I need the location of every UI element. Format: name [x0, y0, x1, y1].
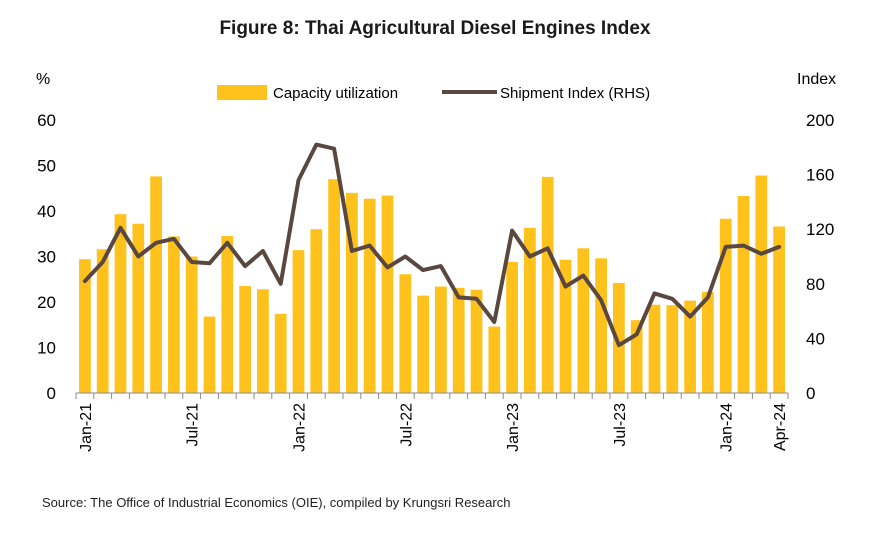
x-tick-label: Jul-22 — [398, 403, 415, 447]
bar-sep-23 — [648, 304, 661, 393]
bar-feb-22 — [310, 229, 323, 393]
bar-jan-21 — [79, 259, 91, 393]
bar-dec-21 — [274, 313, 287, 393]
bar-sep-22 — [435, 286, 447, 393]
bar-jul-22 — [399, 274, 412, 393]
bar-nov-21 — [257, 289, 269, 393]
y-right-tick-label: 0 — [806, 384, 815, 403]
y-right-tick-label: 80 — [806, 275, 825, 294]
bar-may-23 — [577, 248, 590, 393]
bar-mar-22 — [328, 179, 340, 393]
bar-jan-24 — [719, 218, 732, 393]
y-left-tick-label: 0 — [47, 384, 56, 403]
y-left-tick-label: 60 — [37, 111, 56, 130]
x-tick-label: Jan-22 — [292, 403, 309, 452]
chart-legend: Capacity utilization Shipment Index (RHS) — [217, 85, 650, 102]
x-tick-label: Apr-24 — [772, 403, 789, 451]
bar-jan-23 — [506, 261, 518, 393]
chart-title: Figure 8: Thai Agricultural Diesel Engin… — [219, 18, 651, 39]
bar-oct-23 — [666, 305, 679, 393]
bar-feb-21 — [96, 249, 109, 393]
y-right-tick-label: 200 — [806, 111, 834, 130]
bar-series-capacity-utilization — [79, 175, 785, 393]
y-left-tick-label: 20 — [37, 293, 56, 312]
line-series-shipment-index — [82, 142, 782, 348]
bar-feb-24 — [737, 195, 750, 393]
bar-jun-22 — [381, 195, 394, 393]
y-left-tick-label: 10 — [37, 339, 56, 358]
y-right-tick-label: 120 — [806, 220, 834, 239]
chart-axes: Jan-21 Jul-21 Jan-22 Jul-22 Jan-23 Jul-23 Jan-… — [36, 71, 836, 452]
y-right-tick-label: 160 — [806, 166, 834, 185]
bar-feb-23 — [524, 227, 536, 393]
bar-aug-23 — [630, 320, 643, 393]
y-right-axis-label: Index — [797, 71, 836, 88]
x-tick-label: Jan-21 — [78, 403, 95, 452]
bar-jul-23 — [613, 282, 625, 393]
legend-label-shipment-index: Shipment Index (RHS) — [500, 85, 650, 102]
y-right-tick-label: 40 — [806, 329, 825, 348]
bar-apr-22 — [346, 192, 358, 393]
y-left-tick-label: 50 — [37, 157, 56, 176]
bar-may-22 — [363, 198, 376, 393]
bar-aug-22 — [417, 295, 429, 393]
bar-dec-22 — [488, 326, 501, 393]
legend-label-capacity-utilization: Capacity utilization — [273, 85, 398, 102]
bar-nov-23 — [684, 300, 696, 393]
bar-oct-22 — [452, 287, 465, 393]
bar-apr-23 — [559, 259, 572, 393]
bar-sep-21 — [221, 236, 234, 393]
bar-jun-23 — [595, 258, 607, 393]
shipment-index-line — [82, 142, 782, 348]
bar-jul-21 — [185, 256, 198, 393]
y-left-tick-label: 30 — [37, 248, 56, 267]
bar-jan-22 — [292, 250, 305, 393]
x-tick-label: Jul-23 — [612, 403, 629, 447]
bar-mar-21 — [114, 214, 127, 393]
x-tick-label: Jan-23 — [505, 403, 522, 452]
x-tick-label: Jan-24 — [719, 403, 736, 452]
legend-swatch-capacity-utilization — [217, 85, 267, 100]
bar-apr-21 — [132, 223, 145, 393]
bar-may-21 — [150, 176, 162, 393]
bar-apr-24 — [773, 226, 785, 393]
bar-oct-21 — [239, 286, 251, 393]
y-left-tick-label: 40 — [37, 202, 56, 221]
bar-jun-21 — [168, 236, 180, 393]
x-tick-label: Jul-21 — [185, 403, 202, 447]
bar-mar-24 — [755, 175, 768, 393]
bar-dec-23 — [702, 291, 714, 393]
bar-nov-22 — [470, 289, 483, 393]
bar-mar-23 — [541, 176, 554, 393]
source-note: Source: The Office of Industrial Economi… — [42, 495, 511, 510]
bar-aug-21 — [203, 316, 216, 393]
y-left-axis-label: % — [36, 71, 50, 88]
